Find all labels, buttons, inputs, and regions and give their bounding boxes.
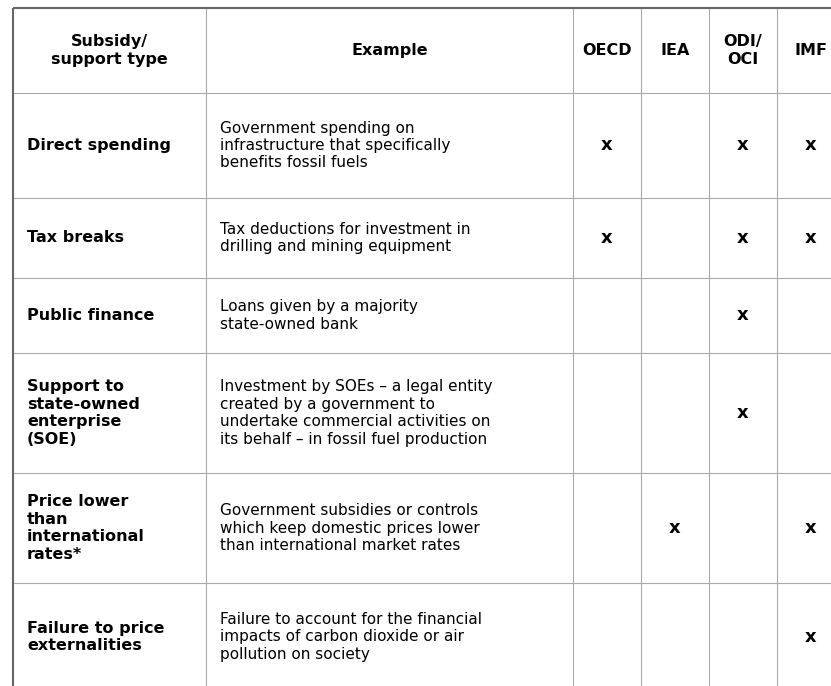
Text: x: x xyxy=(804,137,816,154)
Text: Government subsidies or controls
which keep domestic prices lower
than internati: Government subsidies or controls which k… xyxy=(220,503,479,553)
Text: Failure to account for the financial
impacts of carbon dioxide or air
pollution : Failure to account for the financial imp… xyxy=(220,612,482,662)
Text: x: x xyxy=(669,519,681,537)
Text: x: x xyxy=(804,229,816,247)
Text: x: x xyxy=(601,229,612,247)
Text: x: x xyxy=(737,137,749,154)
Text: x: x xyxy=(737,307,749,324)
Text: Government spending on
infrastructure that specifically
benefits fossil fuels: Government spending on infrastructure th… xyxy=(220,121,450,170)
Text: Price lower
than
international
rates*: Price lower than international rates* xyxy=(27,495,145,562)
Text: Support to
state-owned
enterprise
(SOE): Support to state-owned enterprise (SOE) xyxy=(27,379,140,447)
Text: Investment by SOEs – a legal entity
created by a government to
undertake commerc: Investment by SOEs – a legal entity crea… xyxy=(220,379,493,447)
Text: Loans given by a majority
state-owned bank: Loans given by a majority state-owned ba… xyxy=(220,299,418,332)
Text: Subsidy/
support type: Subsidy/ support type xyxy=(52,34,168,67)
Text: IMF: IMF xyxy=(794,43,827,58)
Text: Tax breaks: Tax breaks xyxy=(27,230,124,246)
Text: x: x xyxy=(737,229,749,247)
Text: x: x xyxy=(804,519,816,537)
Text: OECD: OECD xyxy=(583,43,632,58)
Text: x: x xyxy=(601,137,612,154)
Text: Tax deductions for investment in
drilling and mining equipment: Tax deductions for investment in drillin… xyxy=(220,222,470,255)
Text: Example: Example xyxy=(352,43,428,58)
Text: Direct spending: Direct spending xyxy=(27,138,171,153)
Text: Public finance: Public finance xyxy=(27,308,155,323)
Text: ODI/
OCI: ODI/ OCI xyxy=(724,34,762,67)
Text: x: x xyxy=(804,628,816,646)
Text: Failure to price
externalities: Failure to price externalities xyxy=(27,621,165,653)
Text: IEA: IEA xyxy=(661,43,690,58)
Text: x: x xyxy=(737,404,749,422)
